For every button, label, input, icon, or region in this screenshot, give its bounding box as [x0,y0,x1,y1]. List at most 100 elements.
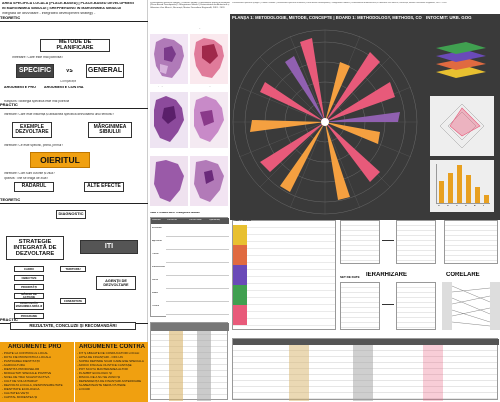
teritoriu-box: TERITORIU [60,266,86,272]
table-8 [232,338,499,401]
bar-label-d: D [465,205,467,207]
metode-planificare-box: METODE DE PLANIFICARE [40,39,110,52]
pro-item-6: - MODALITATI SPECIALE POZITIVE [2,372,52,375]
pro-item-4: - AGRICULTURĂ [2,364,25,367]
intrebare-4: Întrebare: Cum sunt cuvinte și ziua? [4,172,55,175]
contra-item-7: - RISCUL DE A NU SE ZUNO ȘI [77,376,121,379]
alte-efecte-box: ALTE EFECTE [84,182,124,192]
map-4-shape [194,96,224,142]
rezultate-box: REZULTATE, CONCLUZII ȘI RECOMANDĂRI [10,322,136,330]
arrow-1 [382,240,394,241]
table-1-head-3: Puncte slabe [189,219,202,221]
table-5 [444,220,498,264]
specific-box: SPECIFIC [16,64,54,78]
radar-chart [232,29,418,215]
table-1-row-6: Mediu [152,292,158,294]
pro-item-1: - POATE LA CONTROLUL LOCAL [2,352,49,355]
radar-petals-pink [260,38,395,182]
radarul-box: RADARUL [14,182,54,192]
row-item-1: CADRU [14,266,44,272]
map-4-caption: Harta 4: Dinamica demografică [190,86,215,87]
table-1-row-4: Infrastructură [152,266,165,268]
map-5 [150,156,188,206]
contra-item-10: - LOCURI [77,388,91,391]
intocmit-label: ÎNTOCMIT: URB. GOG [426,16,472,20]
table-8-col-1 [289,345,309,401]
nota-1: Răspuns: Strategia specifică este mai po… [4,100,70,103]
marginimea-box: MĂRGINIMEA SIBIULUI [88,122,132,138]
left-title-line2: ÎN MARGINIMEA SIBIULUI | SHEPHERDING IN … [2,7,122,10]
contra-item-4: - AROCII FISCALE OLISTICE CANTAȘE [77,364,132,367]
pro-item-3: - PĂSTRAREA IDENTITĂȚII [2,360,40,363]
section-teoretic-2: TEORETIC [0,198,21,202]
pro-item-12: - CAPITAL MODESTEA ȘI [2,396,38,399]
set-de-date-label: SET DE DATE [340,276,360,279]
section-teoretic: TEORETIC [0,16,21,20]
table-1-header [151,218,229,224]
argumente-contra-panel: ARGUMENTE CONTRA - FIT Ș ABILIATE DE CON… [74,342,148,402]
bar-label-f: F [483,205,485,207]
map-2-caption: Harta 2: Regiuni cu surse de venit [190,28,218,29]
argumente-contra-title: ARGUMENTE CONTRA [79,344,145,350]
bar-chart-plot [436,164,490,204]
bottom-right: Tabel 2: Indicatori SET DE DATE IERARHIZ… [230,220,500,402]
intrebare-1: Întrebare: Care este mai potrivită? [12,56,64,59]
mid-bottom-table [150,322,229,401]
map-2 [190,34,228,84]
pro-item-10: - IDENTITATE ECOLOGICĂ [2,388,40,391]
pro-item-5: - IDENTITĂ PRODUSELOR [2,368,40,371]
bar-C [456,165,463,203]
pro-item-9: - DEZVOLTA LOCALĂ, RESPONSABILITATE [2,384,63,387]
comparatie-label: Comparație [60,80,77,83]
mid-bottom-head [151,323,229,331]
table-1-head-1: Domeniu [152,219,161,221]
radar-panel: PLANȘA 1: METODOLOGIE, METODE, CONCEPTE … [230,0,500,220]
exemple-box: EXEMPLE DEZVOLTARE [12,122,52,138]
small-radar [430,96,494,156]
left-title-line3: integrată de dezvoltare - integrated dev… [2,12,96,15]
strategie-box: STRATEGIE INTEGRATĂ DE DEZVOLTARE [6,236,64,260]
section-practic-2: PRACTIC [0,318,18,322]
radar-center [321,118,329,126]
argumente-pro-panel: ARGUMENTE PRO - POATE LA CONTROLUL LOCAL… [0,342,74,402]
board-title: PLANȘA 1: METODOLOGIE, METODE, CONCEPTE … [232,16,422,20]
intrebare-2: Întrebare: Care este influența și atitud… [4,113,115,116]
map-3-caption: Harta 3: Tipologii teritoriale urban-rur… [150,86,181,87]
table-1-gridlines [166,224,229,318]
contra-item-9: - SLABE/FINANTE MEDIU PUTERE [77,384,126,387]
table-4 [396,220,436,264]
table-8-col-3 [423,345,443,401]
general-box: GENERAL [86,64,124,78]
row-item-6: PROGRAME [14,313,44,319]
row-item-5: OPORTUNITĂȚI MARGINIMEA SIBIULUI [14,302,44,310]
table-1-head-4: Oportunități [209,219,221,221]
intrebare-3: Întrebare: Ce este specific, prima, prim… [4,144,63,147]
mid-header: «Dezvoltarea specifică ajunge» | Dumitru… [150,2,230,9]
contra-item-6: - ÎN AMBIT ECOLOGIC ȘI [77,372,112,375]
bar-F [483,195,490,203]
argumente-pro-title: ARGUMENTE PRO [8,344,62,350]
pro-item-7: - NIVEL DE TRAI SCĂZUT/ACTIVĂ [2,376,50,379]
pro-item-11: - CALITATEA VIEȚII [2,392,29,395]
row-item-4: MĂSURI DE ACȚIUNE [14,293,44,299]
table-2 [232,220,336,330]
iti-box: ITI [80,240,138,254]
map-5-shape [154,160,184,202]
table-1-row-2: Agricultură [152,240,163,242]
table-8-col-2 [353,345,373,401]
table-1-head-2: Puncte tari [167,219,178,221]
mid-bottom-col-a [169,331,183,401]
sub-intrebare: Ipoteză: Tine se leagă de ziua? [4,177,49,180]
table-2-caption: Tabel 2: Indicatori [234,220,252,222]
agenti-box: AGENȚII DE DEZVOLTARE [96,276,136,290]
arrow-2 [382,304,394,305]
bar-label-b: B [447,205,449,207]
contra-item-8: - DEPENDENȚĂ DE FINANȚĂRI ANTERIOARE [77,380,142,383]
table-8-head [233,339,499,345]
top-strip: «Dezvoltarea specifică ajunge» | Dumitru… [230,0,500,14]
middle-column: «Dezvoltarea specifică ajunge» | Dumitru… [148,0,230,402]
row-item-2: OBIECTIVE [14,275,44,281]
bar-label-a: A [438,205,440,207]
map-6-shape [194,160,224,202]
contra-item-1: - FIT Ș ABILIATE DE CONDUCĂTORI LOCALI [77,352,140,355]
